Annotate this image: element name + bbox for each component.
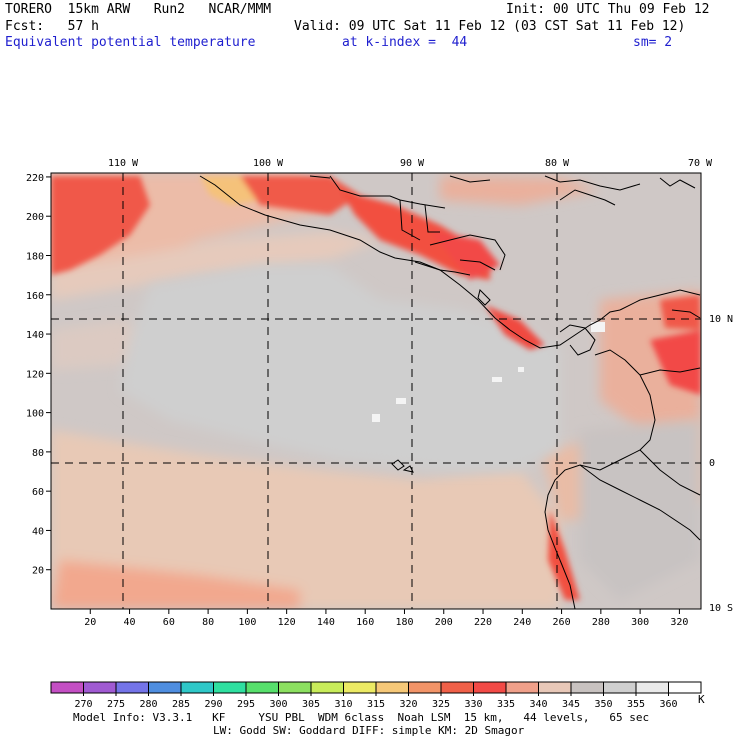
colorbar-label: 290 (204, 699, 222, 710)
longitude-labels: 110 W 100 W 90 W 80 W 70 W (108, 158, 713, 169)
x-tick-label: 320 (670, 617, 688, 628)
x-tick-label: 60 (163, 617, 175, 628)
x-tick-label: 120 (278, 617, 296, 628)
y-tick-label: 20 (32, 566, 44, 577)
colorbar-label: 280 (139, 699, 157, 710)
colorbar-swatch (440, 681, 474, 694)
valid-time: Valid: 09 UTC Sat 11 Feb 12 (03 CST Sat … (294, 19, 686, 34)
lon-label: 90 W (400, 158, 425, 169)
colorbar-swatch (180, 681, 214, 694)
lat-label: 0 (709, 458, 715, 469)
colorbar-unit: K (698, 693, 705, 706)
field-name: Equivalent potential temperature (5, 35, 256, 50)
model-run-title: TORERO 15km ARW Run2 NCAR/MMM (5, 2, 272, 17)
forecast-hour: Fcst: 57 h (5, 19, 99, 34)
x-tick-label: 280 (592, 617, 610, 628)
colorbar-label: 295 (237, 699, 255, 710)
colorbar-label: 325 (432, 699, 450, 710)
colorbar-label: 340 (529, 699, 547, 710)
colorbar-label: 305 (302, 699, 320, 710)
x-tick-label: 140 (317, 617, 335, 628)
colorbar-label: 270 (74, 699, 92, 710)
y-tick-label: 180 (26, 251, 44, 262)
x-tick-label: 100 (238, 617, 256, 628)
colorbar-label: 275 (107, 699, 125, 710)
y-tick-label: 120 (26, 369, 44, 380)
colorbar-swatch (538, 681, 572, 694)
colorbar-label: 320 (399, 699, 417, 710)
model-info-line2: LW: Godd SW: Goddard DIFF: simple KM: 2D… (213, 724, 525, 737)
x-tick-label: 220 (474, 617, 492, 628)
y-tick-label: 100 (26, 409, 44, 420)
map-frame (50, 172, 702, 610)
colorbar-swatch (635, 681, 669, 694)
colorbar-label: 330 (464, 699, 482, 710)
colorbar-swatch (115, 681, 149, 694)
x-tick-label: 160 (356, 617, 374, 628)
colorbar-swatch (213, 681, 247, 694)
colorbar-swatch (668, 681, 702, 694)
colorbar-swatch (278, 681, 312, 694)
colorbar-swatch (310, 681, 344, 694)
y-tick-label: 220 (26, 173, 44, 184)
colorbar-label: 345 (562, 699, 580, 710)
smoothing-value: sm= 2 (633, 35, 673, 50)
colorbar-swatch (603, 681, 637, 694)
y-tick-label: 80 (32, 448, 44, 459)
colorbar-label: 350 (594, 699, 612, 710)
model-info-line1: Model Info: V3.3.1 KF YSU PBL WDM 6class… (73, 711, 650, 724)
colorbar-label: 310 (334, 699, 352, 710)
colorbar-swatch (83, 681, 117, 694)
lat-label: 10 S (709, 603, 733, 614)
colorbar-label: 315 (367, 699, 385, 710)
y-tick-label: 140 (26, 330, 44, 341)
colorbar-swatch (570, 681, 604, 694)
x-tick-label: 300 (631, 617, 649, 628)
y-tick-label: 40 (32, 526, 44, 537)
x-tick-label: 260 (553, 617, 571, 628)
colorbar-label: 335 (497, 699, 515, 710)
colorbar-swatch (473, 681, 507, 694)
x-tick-label: 200 (435, 617, 453, 628)
lon-label: 110 W (108, 158, 139, 169)
lon-label: 100 W (253, 158, 284, 169)
x-tick-label: 180 (395, 617, 413, 628)
colorbar-swatch (505, 681, 539, 694)
y-tick-label: 160 (26, 291, 44, 302)
colorbar-swatch (245, 681, 279, 694)
colorbar-swatch (375, 681, 409, 694)
x-tick-label: 240 (513, 617, 531, 628)
x-tick-label: 40 (124, 617, 136, 628)
colorbar-swatch (343, 681, 377, 694)
x-tick-label: 20 (84, 617, 96, 628)
colorbar-swatch (148, 681, 182, 694)
colorbar-swatch (408, 681, 442, 694)
y-tick-label: 60 (32, 487, 44, 498)
init-time: Init: 00 UTC Thu 09 Feb 12 (506, 2, 710, 17)
level-index: at k-index = 44 (342, 35, 468, 50)
lat-label: 10 N (709, 314, 733, 325)
lon-label: 70 W (688, 158, 713, 169)
theta-e-field (51, 173, 701, 609)
y-tick-label: 200 (26, 212, 44, 223)
colorbar: 270 275 280 285 290 295 300 305 310 315 320 325 330 3… (50, 681, 702, 710)
colorbar-label: 355 (627, 699, 645, 710)
map-axis-ticks: 20 40 60 80 100 120 140 160 180 200 220 20 40 60 80 100… (26, 173, 688, 628)
graticule (51, 173, 701, 609)
colorbar-label: 300 (269, 699, 287, 710)
colorbar-label: 360 (659, 699, 677, 710)
latitude-labels: 10 N 0 10 S (709, 314, 733, 614)
colorbar-swatch (50, 681, 84, 694)
colorbar-label: 285 (172, 699, 190, 710)
x-tick-label: 80 (202, 617, 214, 628)
lon-label: 80 W (545, 158, 570, 169)
